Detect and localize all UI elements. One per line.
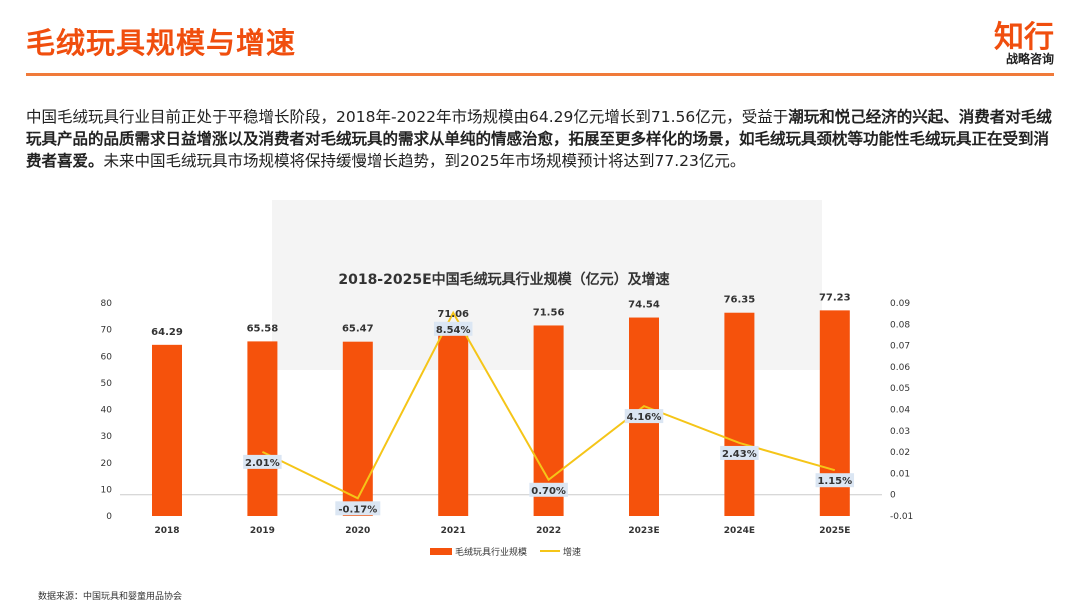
header-divider [26, 73, 1054, 76]
growth-label: 0.70% [531, 486, 566, 497]
logo: 知行 [994, 20, 1054, 55]
growth-label: 2.01% [245, 458, 280, 469]
left-axis-tick: 30 [101, 432, 113, 442]
right-axis-tick: 0.05 [890, 384, 910, 394]
right-axis-tick: 0 [890, 491, 896, 501]
left-axis-tick: 40 [101, 406, 113, 416]
left-axis-tick: 80 [101, 299, 113, 309]
bar [342, 341, 373, 516]
bar [152, 344, 182, 516]
left-axis-tick: 70 [101, 326, 113, 336]
chart-title: 2018-2025E中国毛绒玩具行业规模（亿元）及增速 [338, 271, 669, 288]
x-axis-tick: 2020 [345, 526, 370, 536]
legend-bar-label: 毛绒玩具行业规模 [455, 546, 527, 558]
right-axis-tick: 0.09 [890, 299, 910, 309]
data-source: 数据来源：中国玩具和婴童用品协会 [38, 592, 183, 602]
bar-label: 65.58 [247, 323, 279, 334]
legend-bar-swatch [430, 548, 452, 555]
x-axis-tick: 2025E [819, 526, 850, 536]
x-axis-tick: 2022 [536, 526, 561, 536]
intro-paragraph: 中国毛绒玩具行业目前正处于平稳增长阶段，2018年-2022年市场规模由64.2… [26, 106, 1056, 172]
logo-subtitle: 战略咨询 [1005, 52, 1054, 66]
intro-text: 中国毛绒玩具行业目前正处于平稳增长阶段，2018年-2022年市场规模由64.2… [26, 108, 789, 126]
left-axis-tick: 10 [101, 485, 113, 495]
bar-label: 74.54 [628, 300, 660, 311]
right-axis-tick: 0.02 [890, 448, 910, 458]
x-axis-tick: 2019 [250, 526, 275, 536]
bar-label: 71.56 [533, 307, 565, 318]
page-title: 毛绒玩具规模与增速 [26, 26, 297, 60]
left-axis-tick: 60 [101, 352, 113, 362]
bar-label: 64.29 [151, 327, 183, 338]
left-axis-tick: 20 [101, 459, 113, 469]
intro-text-end: 未来中国毛绒玩具市场规模将保持缓慢增长趋势，到2025年市场规模预计将达到77.… [103, 152, 746, 170]
bar [247, 341, 278, 516]
bar-label: 76.35 [724, 295, 756, 306]
intro-highlight: 潮玩和悦己经济的兴起、消费者对毛绒玩具产品的品质需求日益增涨以及消费者对毛绒玩具… [26, 108, 1052, 170]
growth-label: 8.54% [436, 325, 471, 336]
right-axis-tick: 0.04 [890, 406, 910, 416]
bar-label: 65.47 [342, 324, 374, 335]
right-axis-tick: 0.03 [890, 427, 910, 437]
x-axis-tick: 2023E [628, 526, 659, 536]
growth-label: -0.17% [338, 504, 377, 515]
bar [438, 326, 469, 516]
right-axis-tick: 0.08 [890, 320, 910, 330]
growth-label-bg [815, 473, 855, 488]
bar-label: 71.06 [437, 309, 469, 320]
growth-label-bg [433, 321, 473, 336]
growth-label-bg [529, 482, 568, 497]
right-axis-tick: -0.01 [890, 512, 913, 522]
right-axis-tick: 0.06 [890, 363, 910, 373]
x-axis-tick: 2021 [441, 526, 466, 536]
right-axis-tick: 0.07 [890, 342, 910, 352]
left-axis-tick: 0 [106, 512, 112, 522]
growth-label: 4.16% [627, 412, 662, 423]
right-axis-tick: 0.01 [890, 469, 910, 479]
bar-label: 77.23 [819, 292, 851, 303]
growth-line [261, 310, 836, 500]
growth-label: 1.15% [817, 476, 852, 487]
growth-label: 2.43% [722, 449, 757, 460]
growth-label-bg [624, 409, 664, 424]
growth-label-bg [335, 501, 381, 516]
bar [724, 312, 755, 516]
left-axis-tick: 50 [101, 379, 113, 389]
growth-label-bg [720, 445, 759, 460]
x-axis-tick: 2024E [724, 526, 755, 536]
x-axis-tick: 2018 [154, 526, 179, 536]
legend-line-label: 增速 [563, 546, 581, 558]
growth-label-bg [243, 454, 282, 469]
